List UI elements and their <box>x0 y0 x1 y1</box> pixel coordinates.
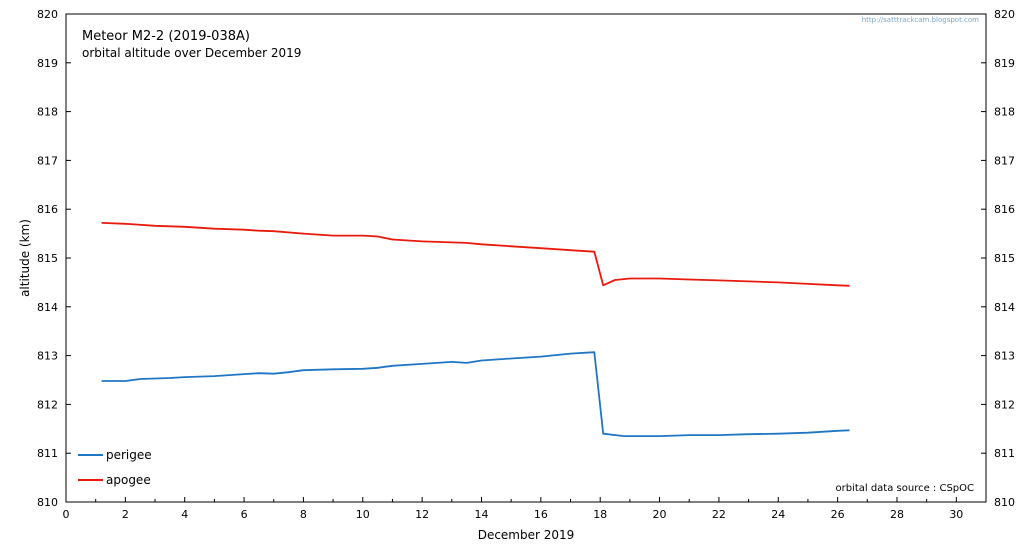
y-right-tick-label: 811 <box>994 447 1015 460</box>
y-tick-label: 814 <box>37 301 58 314</box>
url-note: http://satttrackcam.blogspot.com <box>862 16 979 24</box>
x-tick-label: 8 <box>300 508 307 521</box>
y-right-tick-label: 813 <box>994 350 1015 363</box>
x-tick-label: 24 <box>771 508 785 521</box>
y-tick-label: 820 <box>37 8 58 21</box>
x-tick-label: 20 <box>653 508 667 521</box>
series-line-perigee <box>101 351 850 438</box>
x-tick-label: 26 <box>831 508 845 521</box>
y-right-tick-label: 818 <box>994 106 1015 119</box>
source-note: orbital data source : CSpOC <box>835 483 974 494</box>
y-right-tick-label: 819 <box>994 57 1015 70</box>
chart-title: Meteor M2-2 (2019-038A) <box>82 29 250 44</box>
x-axis: 0 2 4 6 8 10 12 14 16 18 20 22 24 26 28 30 <box>63 497 963 521</box>
x-tick-label: 28 <box>890 508 904 521</box>
y-right-tick-label: 814 <box>994 301 1015 314</box>
x-tick-label: 6 <box>241 508 248 521</box>
x-axis-title: December 2019 <box>478 528 575 542</box>
plot-frame <box>65 13 987 503</box>
y-tick-label: 810 <box>37 496 58 509</box>
y-right-tick-label: 820 <box>994 8 1015 21</box>
y-tick-label: 819 <box>37 57 58 70</box>
y-right-tick-label: 812 <box>994 398 1015 411</box>
x-tick-label: 0 <box>63 508 70 521</box>
x-tick-label: 12 <box>415 508 429 521</box>
x-tick-label: 4 <box>181 508 188 521</box>
series-line-apogee <box>101 222 850 287</box>
y-right-tick-label: 816 <box>994 203 1015 216</box>
y-right-tick-label: 817 <box>994 154 1015 167</box>
x-tick-label: 22 <box>712 508 726 521</box>
y-axis-title: altitude (km) <box>18 219 32 297</box>
y-tick-label: 815 <box>37 252 58 265</box>
y-right-tick-label: 815 <box>994 252 1015 265</box>
x-tick-label: 14 <box>474 508 488 521</box>
y-tick-label: 818 <box>37 106 58 119</box>
series-layer <box>101 222 850 438</box>
y-tick-label: 813 <box>37 350 58 363</box>
x-tick-label: 16 <box>534 508 548 521</box>
y-tick-label: 817 <box>37 154 58 167</box>
chart-subtitle: orbital altitude over December 2019 <box>82 46 301 60</box>
legend: perigee apogee <box>78 448 152 487</box>
y-axis-left: 810 811 812 813 814 815 816 817 818 819 820 <box>37 8 71 509</box>
legend-label-perigee: perigee <box>106 448 152 462</box>
legend-label-apogee: apogee <box>106 473 151 487</box>
y-tick-label: 816 <box>37 203 58 216</box>
y-tick-label: 811 <box>37 447 58 460</box>
x-tick-label: 10 <box>356 508 370 521</box>
x-tick-label: 2 <box>122 508 129 521</box>
y-right-tick-label: 810 <box>994 496 1015 509</box>
y-axis-right: 810 811 812 813 814 815 816 817 818 819 820 <box>981 8 1015 509</box>
x-tick-label: 30 <box>949 508 963 521</box>
x-tick-label: 18 <box>593 508 607 521</box>
y-tick-label: 812 <box>37 398 58 411</box>
